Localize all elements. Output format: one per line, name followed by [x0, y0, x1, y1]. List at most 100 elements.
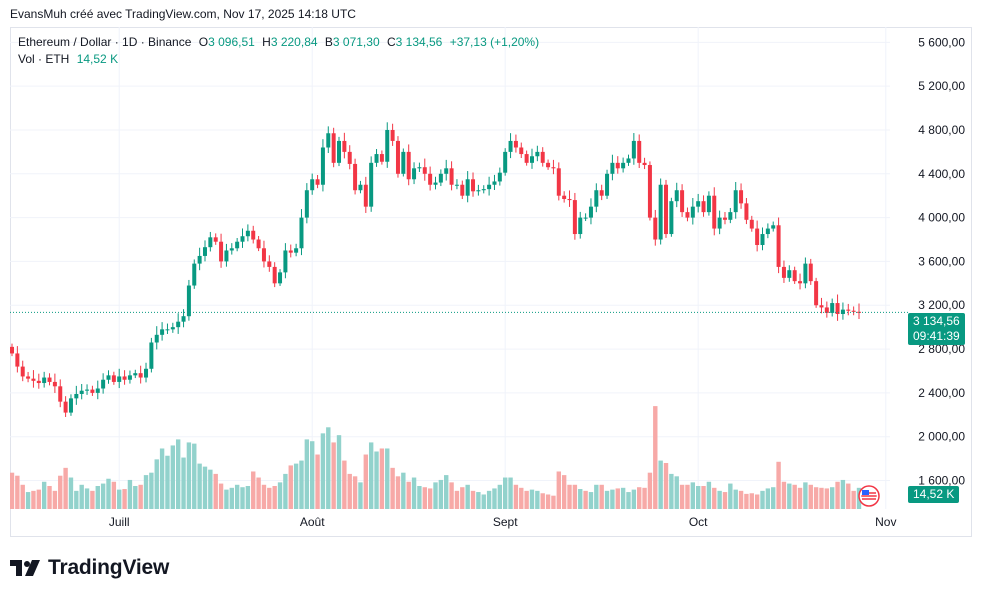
volume-bar — [245, 486, 251, 509]
candle-body — [283, 250, 288, 273]
volume-bar — [138, 484, 143, 509]
close-value: 3 134,56 — [395, 35, 443, 49]
candle-body — [353, 163, 358, 191]
x-tick-label: Juill — [109, 515, 130, 529]
candle-body — [578, 217, 583, 235]
volume-bar — [36, 489, 42, 509]
candle-body — [229, 248, 234, 251]
candle-body — [819, 305, 824, 308]
candle-body — [42, 377, 47, 384]
open-value: 3 096,51 — [208, 35, 255, 49]
candle-body — [669, 201, 674, 235]
volume-bar — [277, 482, 283, 509]
candle-body — [320, 147, 325, 185]
candle-body — [15, 353, 20, 367]
volume-bar — [449, 482, 454, 509]
candle-body — [642, 162, 647, 166]
candle-body — [288, 250, 293, 253]
candle-body — [637, 140, 642, 163]
volume-bar — [293, 463, 299, 509]
candle-body — [213, 237, 218, 242]
candle-body — [508, 140, 513, 152]
tradingview-branding[interactable]: TradingView — [10, 556, 169, 580]
symbol-title[interactable]: Ethereum / Dollar · 1D · Binance — [18, 35, 192, 49]
candle-body — [299, 217, 304, 249]
us-flag-icon[interactable] — [858, 485, 880, 507]
candle-body — [138, 373, 143, 378]
candle-body — [326, 133, 331, 148]
candle-body — [133, 373, 138, 376]
volume-bar — [256, 477, 261, 509]
candle-body — [58, 386, 63, 402]
y-tick-label: 4 400,00 — [918, 167, 965, 181]
candle-body — [739, 190, 744, 204]
volume-bar — [631, 489, 637, 509]
volume-bar — [133, 486, 138, 509]
candle-body — [465, 179, 470, 196]
volume-bar — [620, 487, 626, 509]
candle-body — [621, 162, 626, 169]
volume-bar — [310, 441, 315, 509]
candle-body — [395, 140, 400, 174]
volume-bar — [336, 435, 342, 509]
volume-bar — [224, 489, 229, 509]
volume-bar — [347, 473, 352, 509]
candle-body — [524, 154, 529, 163]
volume-bar — [299, 460, 304, 509]
candle-body — [154, 334, 159, 343]
volume-bar — [669, 473, 674, 509]
volume-bar — [197, 463, 202, 509]
volume-bar — [524, 490, 529, 509]
candle-body — [631, 140, 636, 159]
candle-body — [529, 156, 534, 163]
volume-bar — [368, 442, 374, 509]
volume-bar — [47, 486, 52, 509]
volume-bar — [122, 489, 127, 509]
candle-body — [47, 377, 52, 382]
candle-body — [626, 158, 631, 163]
volume-bar — [379, 448, 385, 509]
price-chart[interactable]: 2 800,00 3 200,00 3 600,00 4 000,00 4 400,00… — [10, 27, 972, 537]
candle-body — [422, 167, 427, 174]
volume-bar — [754, 494, 760, 509]
volume-bar — [111, 481, 117, 509]
volume-bar — [272, 486, 277, 509]
candle-body — [680, 190, 685, 213]
volume-label: Vol · ETH — [18, 52, 70, 66]
candle-body — [68, 398, 73, 413]
candle-body — [310, 179, 315, 191]
candle-body — [101, 379, 106, 389]
candle-body — [90, 389, 95, 393]
volume-bar — [251, 471, 256, 509]
candle-body — [599, 190, 604, 196]
candle-body — [79, 390, 84, 394]
candle-body — [304, 190, 309, 218]
volume-bar — [556, 471, 561, 509]
volume-bar — [374, 451, 379, 509]
candle-body — [792, 270, 797, 282]
volume-bar — [106, 478, 111, 509]
volume-bar — [492, 488, 497, 509]
volume-bar — [679, 484, 685, 509]
candle-body — [696, 201, 701, 207]
candle-body — [803, 263, 808, 284]
candle-body — [111, 375, 116, 382]
volume-bar — [79, 484, 84, 509]
candle-body — [278, 272, 283, 284]
candle-body — [20, 366, 25, 377]
volume-bar — [647, 472, 653, 509]
candle-body — [144, 368, 149, 378]
candle-body — [85, 389, 90, 391]
candle-body — [245, 230, 250, 237]
candle-body — [851, 310, 856, 312]
candle-body — [760, 234, 765, 245]
volume-bar — [208, 469, 213, 509]
candle-body — [674, 190, 679, 202]
volume-bar — [417, 486, 422, 509]
candle-body — [186, 285, 191, 317]
x-tick-label: Août — [300, 515, 325, 529]
volume-bar — [41, 481, 47, 509]
chart-frame — [10, 27, 972, 537]
candle-body — [487, 184, 492, 190]
x-tick-label: Sept — [493, 515, 518, 529]
